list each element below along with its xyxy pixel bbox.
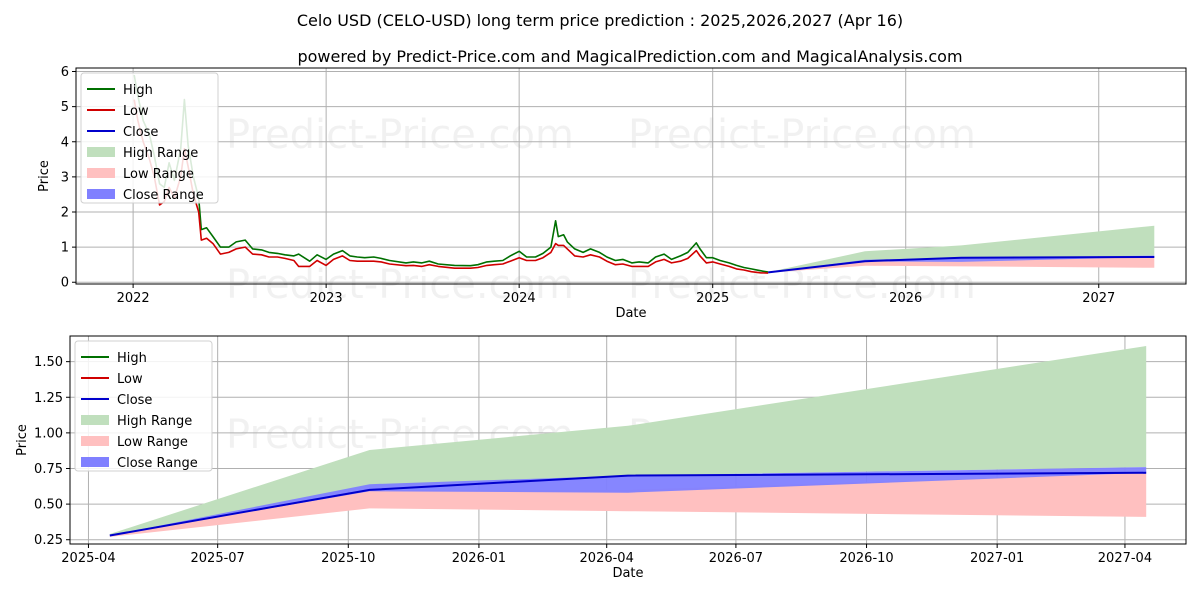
legend-label: Close [117, 393, 152, 408]
x-tick-label: 2026 [889, 291, 922, 306]
legend-swatch-high-range [81, 415, 109, 425]
legend-label: Close [123, 125, 158, 140]
high-series-line [133, 74, 769, 273]
y-tick-label: 0.75 [34, 462, 63, 477]
long-term-chart: Predict-Price.com Predict-Price.com Predic… [37, 65, 1187, 321]
legend-label: High Range [117, 414, 192, 429]
legend-swatch-low-range [81, 436, 109, 446]
y-tick-label: 0.25 [34, 533, 63, 548]
x-tick-label: 2027-04 [1098, 551, 1152, 566]
x-tick-label: 2027 [1082, 291, 1115, 306]
legend-swatch-low-range [87, 168, 115, 178]
plot-frame [69, 335, 1187, 545]
y-axis-label: Price [15, 424, 30, 456]
low-range-band [109, 472, 1147, 537]
y-tick-label: 0 [61, 276, 69, 291]
legend-label: Close Range [117, 456, 198, 471]
legend-label: Low [117, 372, 143, 387]
legend-swatch-high-range [87, 147, 115, 157]
plot-frame [75, 67, 1187, 285]
x-tick-label: 2026-01 [452, 551, 506, 566]
y-tick-label: 1.50 [34, 355, 63, 370]
legend-label: High Range [123, 146, 198, 161]
y-tick-label: 1.25 [34, 391, 63, 406]
legend-swatch-close-range [87, 189, 115, 199]
low-series-line [133, 99, 769, 274]
legend-box [74, 340, 213, 472]
low-range-band [768, 257, 1155, 273]
y-tick-label: 1 [61, 241, 69, 256]
x-tick-label: 2026-07 [709, 551, 763, 566]
x-tick-label: 2024 [503, 291, 536, 306]
x-tick-label: 2025-10 [321, 551, 375, 566]
legend-label: Low Range [117, 435, 188, 450]
legend-swatch-close-range [81, 457, 109, 467]
watermark-0-1: Predict-Price.com [628, 112, 976, 158]
legend-label: High [117, 351, 147, 366]
high-range-band [109, 346, 1147, 536]
y-tick-label: 1.00 [34, 426, 63, 441]
high-range-band [768, 225, 1155, 273]
y-axis-label: Price [37, 160, 52, 192]
legend-box [80, 72, 219, 204]
legend-label: Low Range [123, 167, 194, 182]
x-tick-label: 2026-04 [580, 551, 634, 566]
legend-label: Low [123, 104, 149, 119]
x-tick-label: 2023 [310, 291, 343, 306]
y-tick-label: 3 [61, 170, 69, 185]
x-tick-label: 2025-04 [61, 551, 115, 566]
x-tick-label: 2026-10 [839, 551, 893, 566]
x-tick-label: 2025-07 [191, 551, 245, 566]
y-tick-label: 2 [61, 206, 69, 221]
prediction-zoom-chart: Predict-Price.comPredict-Price.com2025-0… [15, 335, 1187, 581]
x-axis-label: Date [615, 306, 646, 321]
x-tick-label: 2025 [696, 291, 729, 306]
y-tick-label: 0.50 [34, 498, 63, 513]
close-series-line [768, 256, 1155, 274]
legend-label: Close Range [123, 188, 204, 203]
legend-label: High [123, 83, 153, 98]
chart-title: Celo USD (CELO-USD) long term price pred… [297, 11, 903, 30]
chart-subtitle: powered by Predict-Price.com and Magical… [297, 47, 962, 66]
x-axis-label: Date [612, 566, 643, 581]
watermark-1-0: Predict-Price.com [226, 262, 574, 308]
x-tick-label: 2027-01 [970, 551, 1024, 566]
y-tick-label: 4 [61, 135, 69, 150]
close-series-line [109, 471, 1147, 537]
watermark-0-0: Predict-Price.com [226, 112, 574, 158]
y-tick-label: 6 [61, 65, 69, 80]
y-tick-label: 5 [61, 100, 69, 115]
x-tick-label: 2022 [117, 291, 150, 306]
